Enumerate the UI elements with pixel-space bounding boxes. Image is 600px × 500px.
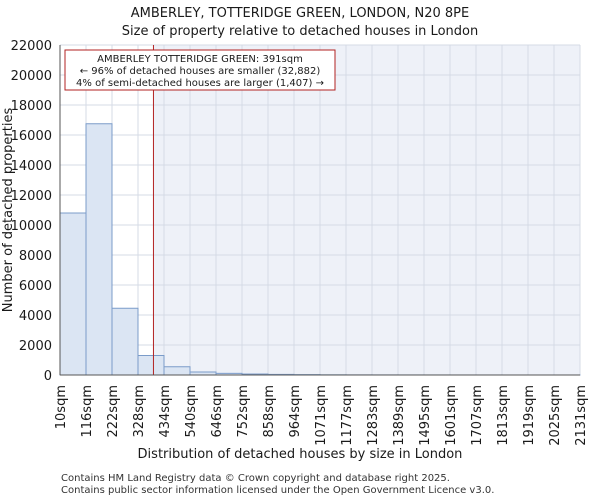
x-tick-label: 2025sqm [548,385,563,446]
y-tick-label: 10000 [11,219,52,234]
x-tick-label: 858sqm [262,385,277,438]
bar-10sqm [59,212,87,376]
chart-subtitle: Size of property relative to detached ho… [122,24,478,39]
x-tick-label: 10sqm [54,385,69,429]
y-tick-label: 12000 [11,189,52,204]
footer-copyright: Contains HM Land Registry data © Crown c… [61,473,450,484]
y-tick-label: 6000 [19,279,52,294]
y-axis-label: Number of detached properties [1,108,16,313]
x-tick-label: 964sqm [288,385,303,438]
x-tick-label: 116sqm [80,385,95,438]
y-tick-label: 22000 [11,39,52,54]
x-tick-label: 1177sqm [340,385,355,446]
annotation-smaller: ← 96% of detached houses are smaller (32… [80,66,321,77]
x-tick-label: 1071sqm [314,385,329,446]
bar-222sqm [111,307,139,376]
bar-434sqm [163,366,191,376]
x-tick-label: 752sqm [236,385,251,438]
y-tick-label: 18000 [11,99,52,114]
bars [59,123,581,376]
plot-area [59,44,581,376]
y-tick-label: 2000 [19,339,52,354]
annotation-title: AMBERLEY TOTTERIDGE GREEN: 391sqm [97,54,303,65]
x-tick-label: 222sqm [106,385,121,438]
footer-licence: Contains public sector information licen… [61,485,495,496]
x-tick-label: 1495sqm [418,385,433,446]
y-tick-label: 16000 [11,129,52,144]
chart-title: AMBERLEY, TOTTERIDGE GREEN, LONDON, N20 … [131,6,470,21]
bar-328sqm [137,355,165,376]
y-tick-label: 8000 [19,249,52,264]
x-tick-label: 1389sqm [392,385,407,446]
x-tick-label: 2131sqm [574,385,589,446]
x-axis-ticks: 10sqm 116sqm 222sqm 328sqm 434sqm 540sqm 646sq… [54,385,589,446]
y-tick-label: 20000 [11,69,52,84]
x-tick-label: 1813sqm [496,385,511,446]
bar-116sqm [85,123,113,376]
x-tick-label: 540sqm [184,385,199,438]
y-tick-label: 14000 [11,159,52,174]
annotation-larger: 4% of semi-detached houses are larger (1… [76,78,324,89]
y-tick-label: 4000 [19,309,52,324]
annotation-box: AMBERLEY TOTTERIDGE GREEN: 391sqm ← 96% … [64,49,336,91]
annotation-frame [64,49,336,91]
x-tick-label: 646sqm [210,385,225,438]
x-tick-label: 434sqm [158,385,173,438]
x-tick-label: 328sqm [132,385,147,438]
x-tick-label: 1919sqm [522,385,537,446]
y-axis-ticks: 0 2000 4000 6000 8000 10000 12000 14000 16000 180… [11,39,52,384]
x-tick-label: 1283sqm [366,385,381,446]
x-tick-label: 1707sqm [470,385,485,446]
shaded-region [153,45,581,375]
y-tick-label: 0 [44,369,52,384]
x-tick-label: 1601sqm [444,385,459,446]
x-axis-label: Distribution of detached houses by size … [138,447,463,462]
